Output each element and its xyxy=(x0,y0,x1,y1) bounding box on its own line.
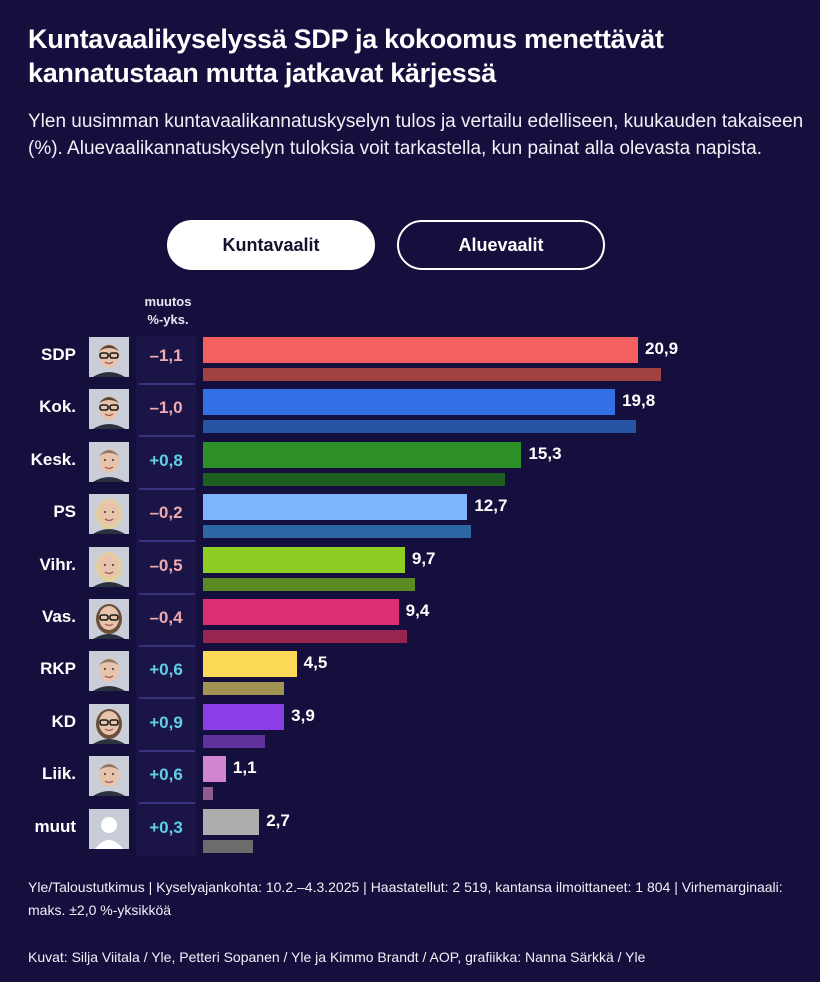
chart-row: muut +0,3 2,7 xyxy=(0,808,820,861)
chart-row: KD +0,9 3,9 xyxy=(0,703,820,756)
row-divider xyxy=(139,540,195,543)
change-value: –0,4 xyxy=(149,608,183,627)
value-label: 9,7 xyxy=(411,548,436,568)
row-divider xyxy=(139,749,195,752)
party-label: RKP xyxy=(40,659,76,679)
placeholder-avatar-icon xyxy=(89,808,129,849)
bar-previous xyxy=(203,630,407,643)
row-divider xyxy=(139,645,195,647)
bar-current xyxy=(203,808,260,835)
bar-previous xyxy=(203,368,661,381)
bar-previous xyxy=(203,525,472,539)
chart-row: PS –0,2 12,7 xyxy=(0,494,820,546)
bar-previous xyxy=(203,787,214,801)
bar-previous xyxy=(203,420,636,434)
change-column-background xyxy=(136,336,196,856)
bar-current xyxy=(203,494,468,521)
bar-current xyxy=(203,337,638,363)
party-leader-avatar xyxy=(89,337,129,377)
chart-row: Vas. –0,4 9,4 xyxy=(0,599,820,651)
party-label: PS xyxy=(53,502,76,522)
chart-row: Liik. +0,6 1,1 xyxy=(0,756,820,808)
value-label: 3,9 xyxy=(291,705,315,725)
party-label: Vas. xyxy=(41,607,76,626)
party-label: Kok. xyxy=(39,397,76,417)
tab-aluevaalit[interactable]: Aluevaalit xyxy=(397,220,605,270)
bar-current xyxy=(203,651,297,678)
bar-current xyxy=(203,389,616,416)
party-leader-avatar xyxy=(89,651,129,692)
change-value: +0,8 xyxy=(149,450,183,470)
change-value: –1,0 xyxy=(149,398,183,418)
chart-row: RKP +0,6 4,5 xyxy=(0,651,820,703)
change-value: –0,5 xyxy=(149,555,183,575)
row-divider xyxy=(139,802,195,805)
change-value: +0,6 xyxy=(149,765,183,785)
bar-previous xyxy=(203,577,416,591)
row-divider xyxy=(139,383,195,385)
value-label: 19,8 xyxy=(622,391,656,411)
bar-current xyxy=(203,441,522,468)
chart-row: Kesk. +0,8 15,3 xyxy=(0,441,820,494)
chart-row: SDP –1,1 20,9 xyxy=(0,337,820,389)
party-label: Vihr. xyxy=(39,554,76,574)
chart-row: Kok. –1,0 19,8 xyxy=(0,389,820,441)
party-leader-avatar xyxy=(89,703,129,744)
bar-current xyxy=(203,546,405,573)
chart-subtitle: Ylen uusimman kuntavaalikannatuskyselyn … xyxy=(28,111,804,159)
bar-previous xyxy=(203,839,253,853)
bar-current xyxy=(203,756,226,783)
value-label: 20,9 xyxy=(645,339,679,358)
party-label: SDP xyxy=(41,345,76,364)
party-leader-avatar xyxy=(89,494,129,535)
party-leader-avatar xyxy=(89,441,129,482)
row-divider xyxy=(139,435,195,438)
party-leader-avatar xyxy=(89,756,129,797)
party-leader-avatar xyxy=(89,389,129,430)
value-label: 9,4 xyxy=(405,601,430,620)
change-column-header: muutos %-yks. xyxy=(130,293,206,329)
party-label: KD xyxy=(51,711,76,731)
change-value: +0,3 xyxy=(149,817,183,837)
change-header-line1: muutos xyxy=(144,294,192,309)
bar-current xyxy=(203,703,285,730)
value-label: 12,7 xyxy=(474,496,508,516)
row-divider xyxy=(139,592,195,595)
source-note: Yle/Taloustutkimus | Kyselyajankohta: 10… xyxy=(28,879,783,918)
chart-row: Vihr. –0,5 9,7 xyxy=(0,546,820,599)
party-label: Kesk. xyxy=(30,449,76,469)
bar-previous xyxy=(203,472,505,486)
value-label: 1,1 xyxy=(232,758,257,778)
image-credits: Kuvat: Silja Viitala / Yle, Petteri Sopa… xyxy=(28,949,646,965)
change-value: +0,6 xyxy=(149,660,183,680)
row-divider xyxy=(139,487,195,490)
change-header-line2: %-yks. xyxy=(147,312,189,327)
tab-kuntavaalit[interactable]: Kuntavaalit xyxy=(167,220,375,270)
row-divider xyxy=(139,697,195,700)
value-label: 15,3 xyxy=(528,443,562,463)
bar-previous xyxy=(203,682,285,696)
party-label: Liik. xyxy=(41,764,76,784)
value-label: 2,7 xyxy=(266,810,290,830)
value-label: 4,5 xyxy=(303,653,328,673)
change-value: –0,2 xyxy=(149,503,183,523)
bar-previous xyxy=(203,734,266,748)
chart-title: Kuntavaalikyselyssä SDP ja kokoomus mene… xyxy=(28,24,664,88)
change-value: +0,9 xyxy=(149,712,183,732)
change-value: –1,1 xyxy=(149,346,183,365)
party-leader-avatar xyxy=(89,546,129,587)
bar-current xyxy=(203,599,399,625)
party-label: muut xyxy=(34,816,76,836)
party-leader-avatar xyxy=(89,599,129,639)
